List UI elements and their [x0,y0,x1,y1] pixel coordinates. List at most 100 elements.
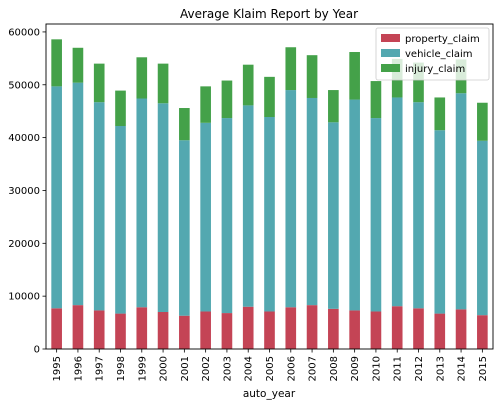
bar-property-claim-2011 [391,306,403,349]
bar-property-claim-1999 [136,307,148,349]
bar-injury-claim-1998 [115,90,126,126]
bar-vehicle-claim-2002 [200,122,211,312]
x-tick-label: 1995 [52,356,63,381]
bar-vehicle-claim-2010 [370,118,382,312]
x-tick-label: 1997 [95,356,106,381]
bar-vehicle-claim-1997 [93,102,105,311]
bar-injury-claim-1996 [72,47,84,83]
bar-vehicle-claim-2011 [391,97,403,307]
y-axis: 0 10000 20000 30000 40000 50000 60000 [8,27,46,356]
x-axis-label: auto_year [243,388,296,400]
bar-property-claim-2003 [221,313,233,349]
x-tick-label: 1998 [116,356,127,381]
bar-property-claim-2009 [349,310,360,349]
bar-injury-claim-1995 [51,39,62,87]
bar-injury-claim-2013 [434,97,446,131]
x-tick-label: 2011 [393,356,404,381]
legend-label-injury-claim: injury_claim [405,64,465,75]
bar-vehicle-claim-2012 [413,102,424,309]
x-tick-label: 2015 [478,356,489,381]
bar-property-claim-1998 [115,313,126,349]
bar-injury-claim-2001 [179,108,190,141]
y-tick-label: 40000 [8,133,40,144]
legend-label-vehicle-claim: vehicle_claim [405,49,473,60]
bar-vehicle-claim-2003 [221,118,233,314]
bar-injury-claim-2005 [264,76,275,118]
bar-injury-claim-2010 [370,81,382,119]
bar-property-claim-2013 [434,313,446,349]
bar-vehicle-claim-2005 [264,117,275,312]
bar-injury-claim-2004 [242,64,254,106]
bar-property-claim-1997 [93,310,105,349]
x-tick-label: 2008 [329,356,340,381]
bar-property-claim-1996 [72,305,84,349]
bar-vehicle-claim-1996 [72,82,84,306]
x-tick-label: 2010 [371,356,382,381]
bar-property-claim-2004 [242,306,254,349]
bar-vehicle-claim-1998 [115,125,126,314]
legend-label-property-claim: property_claim [405,34,480,45]
chart-title: Average Klaim Report by Year [180,7,358,21]
y-tick-label: 0 [34,345,40,356]
x-tick-label: 2007 [308,356,319,381]
bar-property-claim-2015 [477,315,488,349]
bar-property-claim-2002 [200,311,211,349]
legend: property_claim vehicle_claim injury_claim [375,27,490,81]
y-tick-label: 30000 [8,186,40,197]
x-tick-label: 2009 [350,356,361,381]
bar-vehicle-claim-2000 [157,103,169,313]
bar-injury-claim-2002 [200,86,211,123]
y-tick-label: 20000 [8,239,40,250]
bar-vehicle-claim-2008 [328,122,339,309]
bar-vehicle-claim-2007 [306,97,318,306]
bar-vehicle-claim-2014 [455,93,467,310]
bar-property-claim-2012 [413,308,424,349]
bar-injury-claim-2000 [157,63,169,104]
bar-property-claim-1995 [51,308,62,349]
y-tick-label: 50000 [8,80,40,91]
x-tick-label: 2012 [414,356,425,381]
bar-vehicle-claim-2001 [179,140,190,316]
x-tick-label: 2014 [457,356,468,381]
bar-property-claim-2005 [264,311,275,349]
legend-box [375,27,490,81]
bar-injury-claim-2015 [477,102,488,141]
x-tick-label: 2003 [222,356,233,381]
bar-property-claim-2001 [179,315,190,349]
bar-injury-claim-2006 [285,47,297,91]
legend-swatch-vehicle-claim [381,49,400,57]
legend-swatch-injury-claim [381,64,400,72]
bar-vehicle-claim-2015 [477,140,488,316]
bar-property-claim-2008 [328,308,339,349]
x-tick-label: 2000 [159,356,170,381]
bar-injury-claim-2007 [306,55,318,98]
x-tick-label: 2002 [201,356,212,381]
bar-injury-claim-2012 [413,62,424,103]
bar-injury-claim-1997 [93,63,105,103]
bar-vehicle-claim-2009 [349,99,360,311]
y-tick-label: 10000 [8,292,40,303]
bar-injury-claim-1999 [136,57,148,99]
bar-vehicle-claim-2004 [242,105,254,307]
x-tick-label: 2005 [265,356,276,381]
x-tick-label: 2004 [244,356,255,381]
x-tick-label: 2006 [286,356,297,381]
bar-property-claim-2007 [306,305,318,349]
bar-property-claim-2006 [285,307,297,349]
bar-injury-claim-2008 [328,90,339,123]
bar-injury-claim-2003 [221,80,233,119]
bar-property-claim-2000 [157,312,169,349]
bar-property-claim-2010 [370,311,382,349]
bars-layer [51,39,488,349]
x-tick-label: 1996 [73,356,84,381]
bar-vehicle-claim-2013 [434,130,446,314]
bar-vehicle-claim-1995 [51,86,62,309]
x-tick-label: 1999 [137,356,148,381]
x-tick-label: 2013 [435,356,446,381]
x-tick-label: 2001 [180,356,191,381]
bar-vehicle-claim-1999 [136,98,148,308]
bar-injury-claim-2009 [349,52,360,100]
legend-swatch-property-claim [381,34,400,42]
